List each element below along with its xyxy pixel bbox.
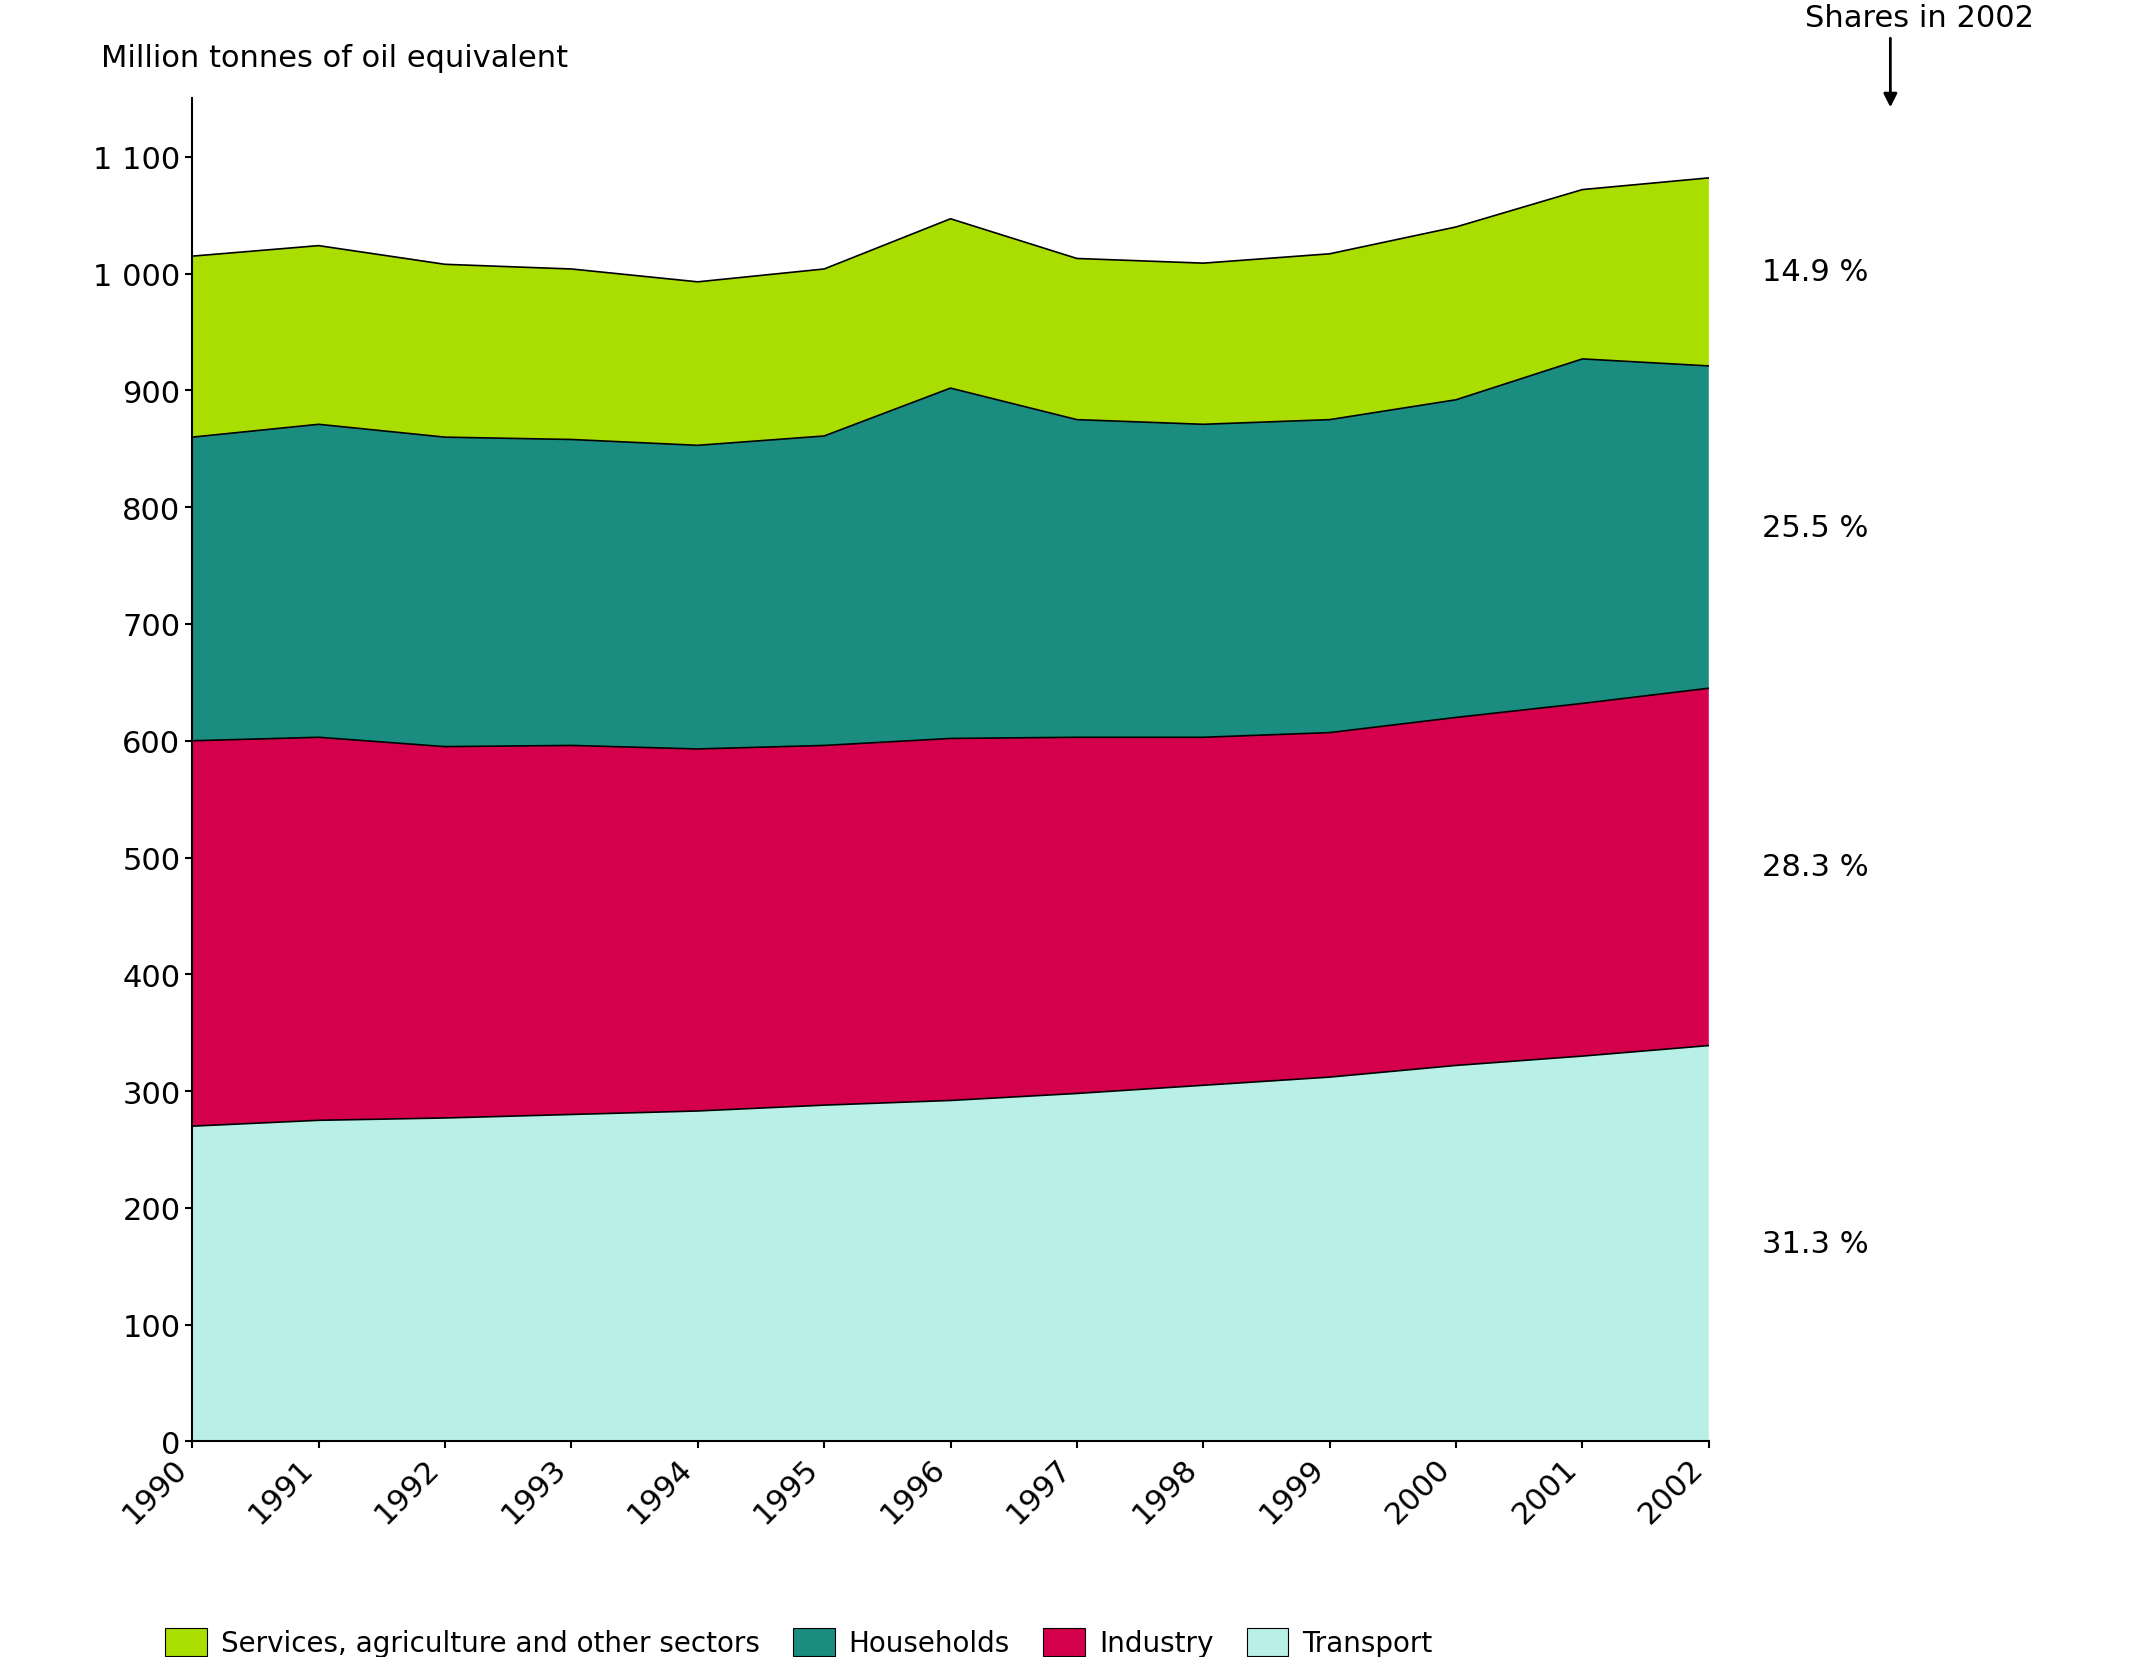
Text: 28.3 %: 28.3 % <box>1762 853 1869 882</box>
Text: Shares in 2002: Shares in 2002 <box>1805 5 2033 33</box>
Text: 14.9 %: 14.9 % <box>1762 258 1869 287</box>
Text: 25.5 %: 25.5 % <box>1762 514 1869 542</box>
Text: Million tonnes of oil equivalent: Million tonnes of oil equivalent <box>100 43 568 73</box>
Legend: Services, agriculture and other sectors, Households, Industry, Transport: Services, agriculture and other sectors,… <box>154 1617 1444 1657</box>
Text: 31.3 %: 31.3 % <box>1762 1229 1869 1258</box>
